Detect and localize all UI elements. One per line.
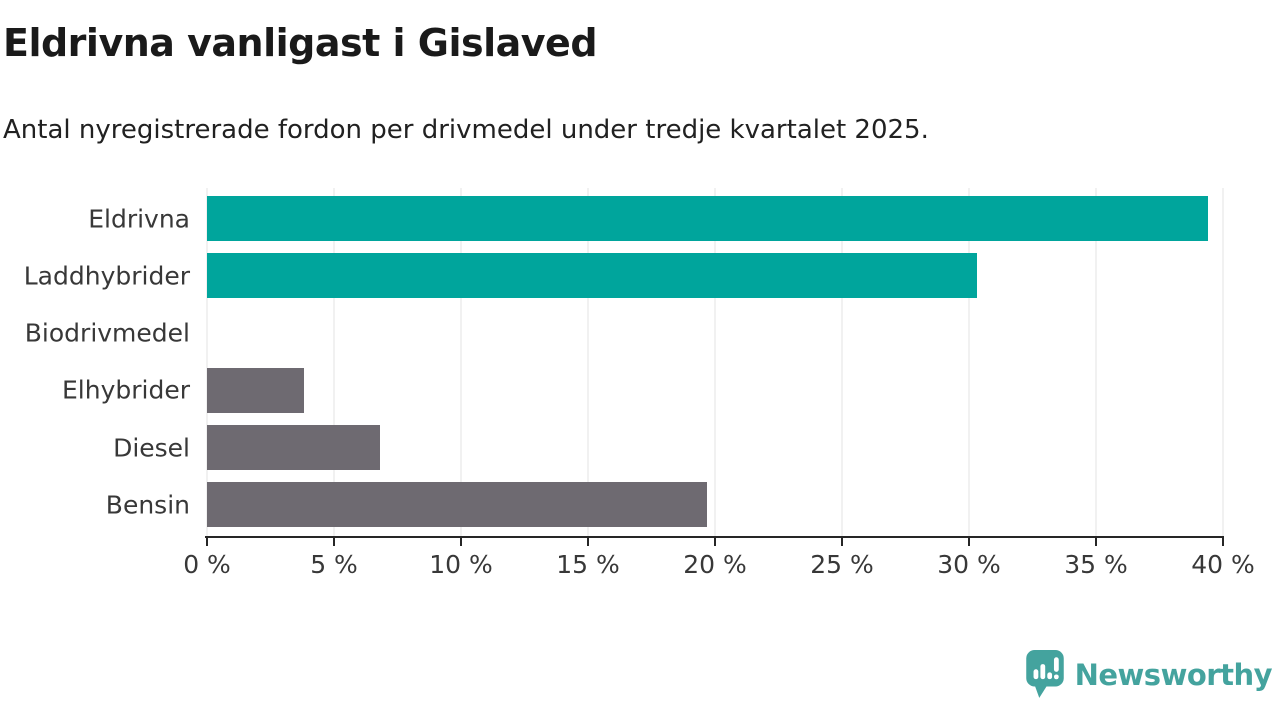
tick-label: 25 % [810,550,874,579]
bar-elhybrider [207,367,304,413]
gridline [460,188,462,536]
axis-tick [333,536,335,546]
tick-label: 30 % [937,550,1001,579]
bar-eldrivna [207,196,1208,242]
axis-tick [206,536,208,546]
brand-footer[interactable]: Newsworthy [1025,650,1273,700]
chart-subtitle: Antal nyregistrerade fordon per drivmede… [3,115,929,145]
axis-tick [587,536,589,546]
bar-laddhybrider [207,253,977,299]
tick-label: 15 % [556,550,620,579]
x-axis: 0 % 5 % 10 % 15 % 20 % 25 % 30 % 35 % 40 % [183,536,1255,596]
tick-label: 35 % [1064,550,1128,579]
category-label: Eldrivna [88,204,190,234]
bar-diesel [207,425,380,470]
gridline [841,188,843,536]
newsworthy-logo-icon [1025,650,1064,698]
axis-tick [460,536,462,546]
axis-tick [968,536,970,546]
tick-label: 5 % [310,550,358,579]
bar-bensin [207,482,708,528]
category-label: Bensin [105,490,190,520]
tick-label: 20 % [683,550,747,579]
tick-label: 0 % [183,550,231,579]
gridline [1222,188,1224,536]
category-label: Biodrivmedel [24,318,190,348]
brand-wordmark: Newsworthy [1074,658,1273,692]
axis-tick [841,536,843,546]
axis-tick [714,536,716,546]
tick-label: 40 % [1191,550,1255,579]
axis-tick [1095,536,1097,546]
gridline [333,188,335,536]
category-label: Diesel [113,433,190,462]
category-label: Elhybrider [61,375,190,405]
gridline [968,188,970,536]
category-label: Laddhybrider [23,261,190,291]
gridline [587,188,589,536]
axis-tick [1222,536,1224,546]
y-axis-labels: Eldrivna Laddhybrider Biodrivmedel Elhybrid… [0,188,190,536]
gridline [1095,188,1097,536]
page-title: Eldrivna vanligast i Gislaved [3,21,598,65]
gridline [206,188,208,536]
gridline [714,188,716,536]
plot-area [206,188,1224,536]
bar-chart: Eldrivna Laddhybrider Biodrivmedel Elhybrid… [0,188,1255,596]
tick-label: 10 % [429,550,493,579]
